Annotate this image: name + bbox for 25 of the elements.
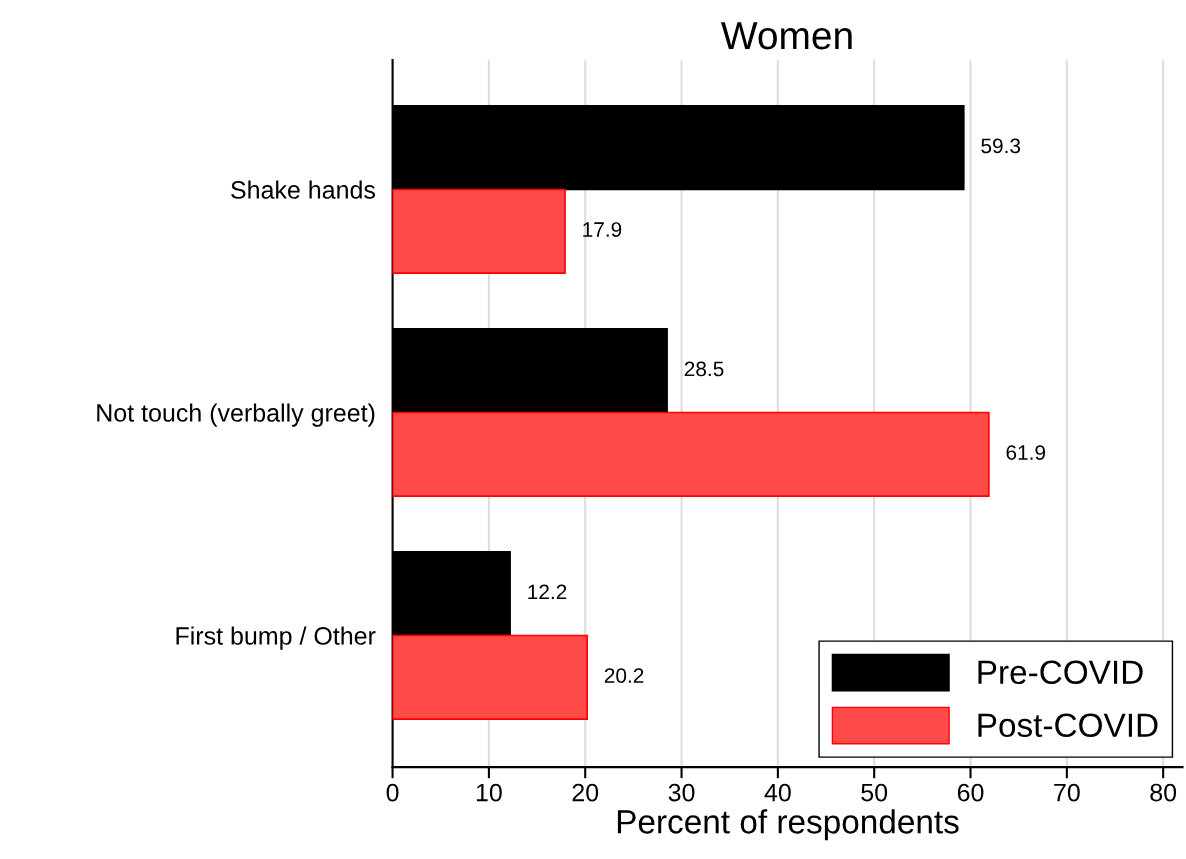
x-tick-label: 40 — [764, 783, 791, 802]
bar — [392, 411, 990, 497]
chart-title: Women — [721, 22, 852, 50]
x-tick-label: 0 — [386, 783, 399, 802]
data-label: 20.2 — [604, 668, 644, 683]
x-tick-label: 60 — [957, 783, 984, 802]
data-label: 59.3 — [981, 138, 1021, 154]
x-tick-label: 50 — [861, 783, 888, 802]
data-label: 12.2 — [528, 584, 567, 600]
x-tick-label: 20 — [572, 783, 599, 802]
legend-label: Post-COVID — [978, 713, 1158, 738]
x-axis-title: Percent of respondents — [617, 809, 959, 841]
x-tick-label: 70 — [1054, 783, 1080, 802]
data-label: 17.9 — [583, 222, 622, 237]
x-tick-label: 80 — [1150, 783, 1177, 802]
x-tick-label: 30 — [668, 783, 695, 802]
x-tick-label: 10 — [476, 783, 502, 802]
data-label: 61.9 — [1006, 445, 1046, 460]
bar — [392, 634, 588, 720]
data-label: 28.5 — [684, 361, 724, 377]
legend-label: Pre-COVID — [978, 660, 1143, 685]
bar — [392, 188, 566, 274]
y-tick-label: First bump / Other — [176, 626, 376, 650]
y-tick-label: Not touch (verbally greet) — [97, 403, 375, 427]
y-tick-label: Shake hands — [231, 180, 376, 199]
